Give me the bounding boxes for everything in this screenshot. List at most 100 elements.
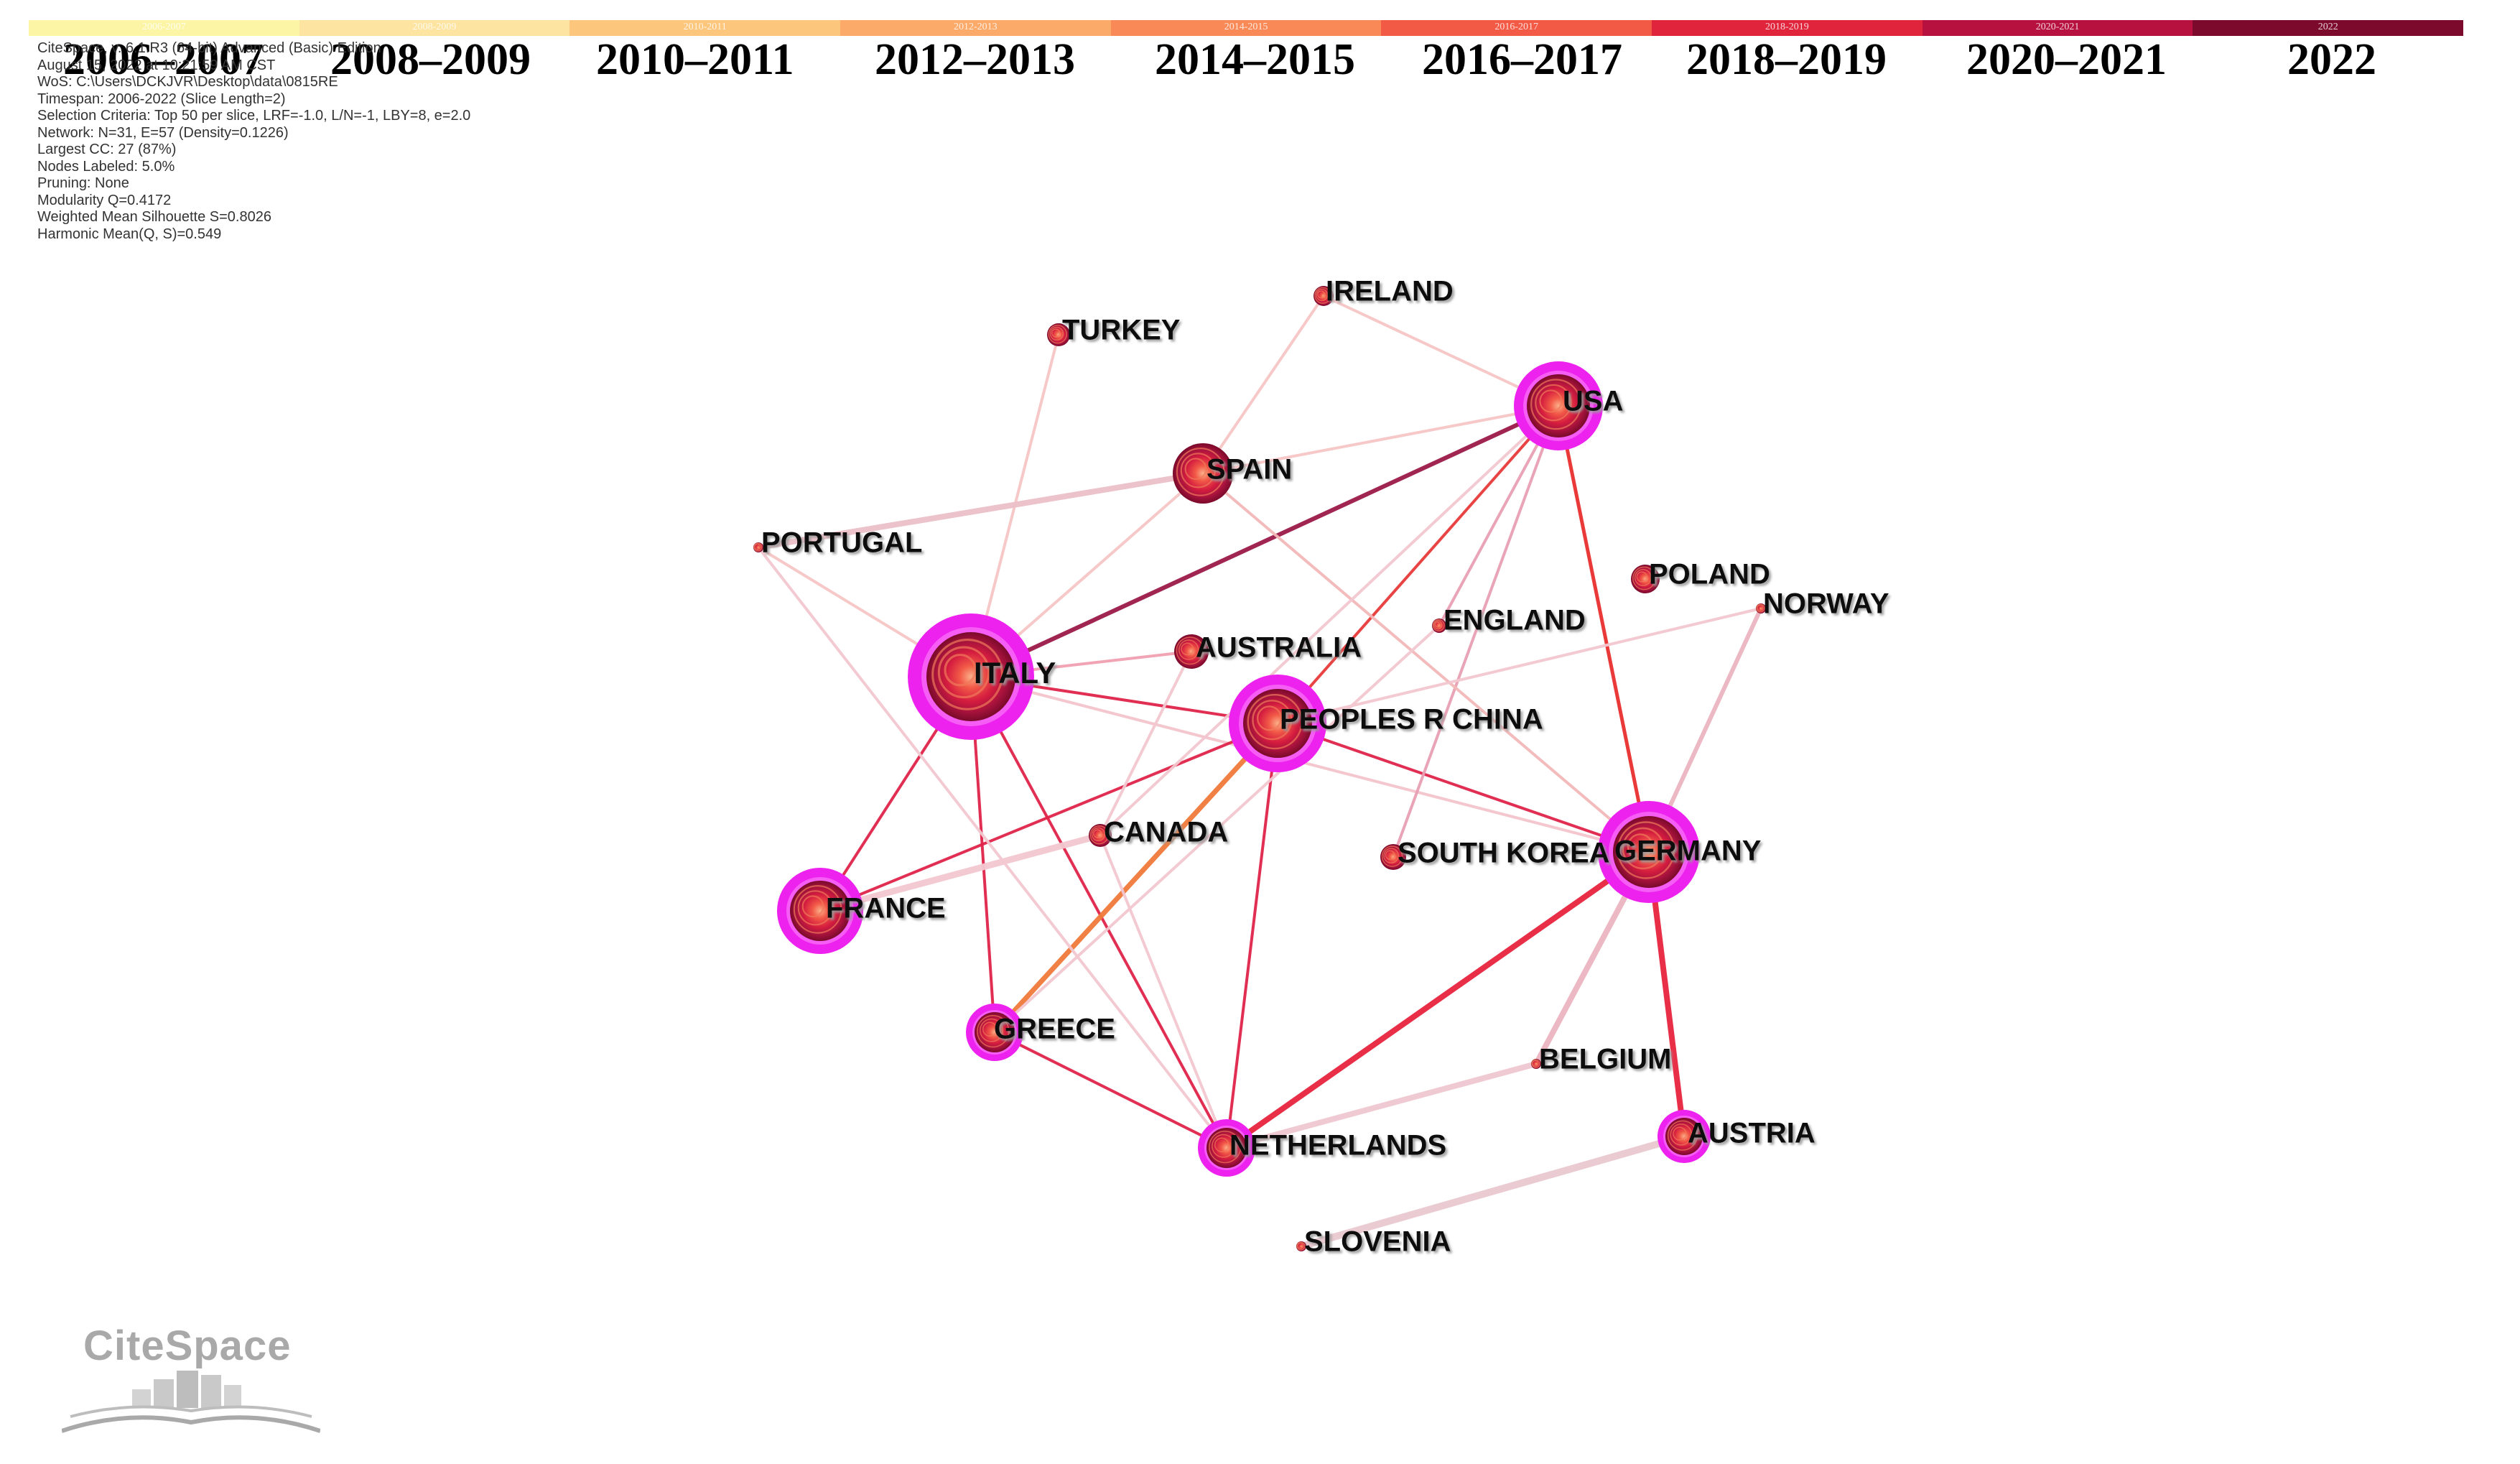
node-year-ring — [1531, 1059, 1540, 1068]
node-england[interactable]: ENGLAND — [1432, 605, 1586, 636]
node-belgium[interactable]: BELGIUM — [1531, 1044, 1671, 1075]
node-label: AUSTRIA — [1688, 1118, 1815, 1149]
node-austria[interactable]: AUSTRIA — [1657, 1110, 1815, 1163]
node-year-ring — [1634, 569, 1652, 586]
node-year-ring — [1049, 326, 1064, 341]
timeline-year-label: 2006–2007 — [63, 35, 264, 84]
node-year-ring — [1176, 636, 1204, 665]
network-info-line: Pruning: None — [37, 175, 129, 191]
timeline-segment: 2014-2015 — [1110, 20, 1382, 36]
node-layer: ITALY PEOPLES R CHINA GERMANY USA FRANCE SPAI… — [753, 276, 1889, 1258]
node-year-ring — [1214, 1137, 1229, 1153]
network-info-line: Weighted Mean Silhouette S=0.8026 — [37, 209, 271, 225]
node-label: NETHERLANDS — [1229, 1130, 1446, 1162]
node-peoples-r-china[interactable]: PEOPLES R CHINA — [1229, 675, 1543, 772]
node-label: NORWAY — [1763, 588, 1889, 620]
node-italy[interactable]: ITALY — [908, 613, 1056, 740]
edge-germany-netherlands — [1224, 849, 1652, 1151]
node-year-ring — [753, 542, 763, 552]
node-year-ring — [1212, 1134, 1235, 1158]
node-year-ring — [1314, 287, 1331, 304]
edge-italy-netherlands — [970, 675, 1228, 1149]
node-year-ring — [1178, 639, 1199, 660]
edge-canada-netherlands — [1099, 834, 1228, 1149]
timeline-segment: 2020-2021 — [1922, 20, 2193, 36]
node-year-ring — [1632, 566, 1656, 590]
network-info-line: Network: N=31, E=57 (Density=0.1226) — [37, 124, 289, 141]
network-info-line: Largest CC: 27 (87%) — [37, 142, 177, 157]
node-germany[interactable]: GERMANY — [1598, 801, 1762, 903]
node-label: GREECE — [994, 1014, 1115, 1045]
timeline-year-label: 2016–2017 — [1422, 35, 1622, 84]
node-ireland[interactable]: IRELAND — [1314, 276, 1454, 307]
node-usa[interactable]: USA — [1514, 361, 1623, 450]
node-label: BELGIUM — [1539, 1044, 1671, 1075]
edge-peoples_r_china-germany — [1276, 722, 1650, 853]
node-year-ring — [1051, 328, 1061, 338]
edge-peoples_r_china-france — [819, 722, 1279, 912]
node-year-ring — [1180, 453, 1216, 488]
node-norway[interactable]: NORWAY — [1756, 588, 1889, 620]
timeline-year-label: 2020–2021 — [1966, 35, 2167, 84]
node-year-ring — [1636, 571, 1647, 583]
timeline-segment: 2018-2019 — [1652, 20, 1922, 36]
node-portugal[interactable]: PORTUGAL — [753, 527, 922, 559]
node-netherlands[interactable]: NETHERLANDS — [1198, 1119, 1446, 1177]
edge-peoples_r_china-usa — [1276, 404, 1560, 725]
edge-layer — [755, 295, 1763, 1250]
edge-spain-portugal — [755, 471, 1206, 550]
edge-greece-netherlands — [993, 1031, 1228, 1149]
node-year-ring — [1247, 693, 1303, 750]
edge-italy-germany — [970, 675, 1650, 853]
edge-greece-england — [993, 624, 1441, 1034]
node-slovenia[interactable]: SLOVENIA — [1296, 1226, 1451, 1258]
edge-canada-australia — [1099, 650, 1193, 837]
edge-spain-ireland — [1201, 295, 1325, 475]
node-year-ring — [1667, 1120, 1698, 1151]
node-year-ring — [1757, 604, 1764, 611]
edge-usa-spain — [1201, 404, 1560, 475]
edge-canada-usa — [1099, 404, 1560, 837]
node-label: PEOPLES R CHINA — [1280, 704, 1543, 736]
node-year-ring — [982, 1021, 998, 1037]
node-label: FRANCE — [826, 893, 946, 925]
timeline-segment: 2010-2011 — [569, 20, 841, 36]
timeline-year-label: 2022 — [2287, 35, 2376, 84]
node-label: SPAIN — [1206, 454, 1292, 486]
node-greece[interactable]: GREECE — [966, 1004, 1115, 1061]
node-year-ring — [980, 1018, 1003, 1042]
node-label: ITALY — [974, 656, 1056, 690]
node-year-ring — [1048, 324, 1067, 344]
node-poland[interactable]: POLAND — [1631, 559, 1770, 593]
timeline-segment: 2016-2017 — [1381, 20, 1652, 36]
node-turkey[interactable]: TURKEY — [1047, 315, 1181, 346]
node-label: POLAND — [1649, 559, 1770, 590]
node-year-ring — [931, 638, 1003, 710]
node-year-ring — [937, 646, 990, 699]
edge-peoples_r_china-norway — [1276, 607, 1762, 725]
node-year-ring — [1316, 289, 1329, 302]
node-year-ring — [1627, 833, 1654, 860]
node-year-ring — [1530, 379, 1581, 430]
node-label: GERMANY — [1614, 835, 1762, 867]
node-spain[interactable]: SPAIN — [1173, 443, 1292, 504]
node-year-ring — [1381, 845, 1403, 867]
node-canada[interactable]: CANADA — [1089, 817, 1228, 848]
network-info-line: August 15, 2022 at 10:21:59 AM CST — [37, 57, 276, 73]
timeline-year-label: 2008–2009 — [330, 35, 531, 84]
node-year-ring — [1756, 603, 1765, 613]
node-france[interactable]: FRANCE — [777, 868, 946, 954]
edge-italy-usa — [969, 404, 1561, 679]
timeline-segment-label: 2010-2011 — [683, 22, 727, 32]
timeline-segment: 2022 — [2193, 20, 2464, 36]
network-info-line: Selection Criteria: Top 50 per slice, LR… — [37, 108, 471, 124]
node-year-ring — [793, 885, 842, 934]
node-south-korea[interactable]: SOUTH KOREA — [1380, 838, 1610, 870]
edge-austria-slovenia — [1298, 1133, 1688, 1250]
node-australia[interactable]: AUSTRALIA — [1174, 632, 1362, 669]
network-info-line: Modularity Q=0.4172 — [37, 192, 172, 208]
node-year-ring — [1181, 642, 1194, 656]
node-year-ring — [1535, 384, 1572, 422]
node-year-ring — [1432, 619, 1445, 632]
